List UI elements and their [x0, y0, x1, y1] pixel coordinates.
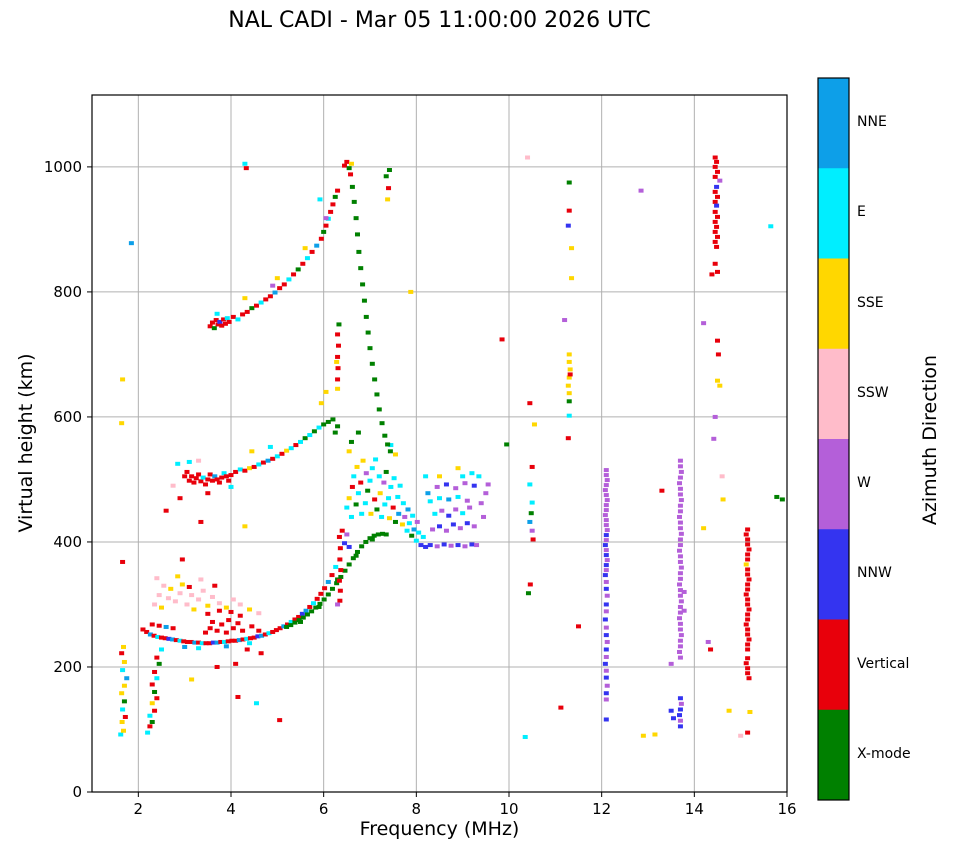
legend-label-nnw: NNW [857, 565, 892, 582]
legend-label-ssw: SSW [857, 384, 889, 401]
x-axis-label: Frequency (MHz) [359, 818, 520, 840]
colorbar [817, 77, 850, 801]
legend-label-x-mode: X-mode [857, 745, 911, 762]
colorbar-segment-nnw [818, 529, 849, 620]
x-tick-label: 2 [134, 800, 144, 818]
x-tick-label: 4 [226, 800, 236, 818]
colorbar-segment-ssw [818, 348, 849, 440]
y-tick-label: 200 [53, 658, 82, 676]
colorbar-segment-vertical [818, 619, 849, 711]
legend-label-w: W [857, 475, 871, 492]
x-tick-label: 8 [412, 800, 422, 818]
x-tick-label: 6 [319, 800, 329, 818]
y-tick-label: 1000 [44, 158, 82, 176]
colorbar-label: Azimuth Direction [919, 354, 941, 526]
y-tick-label: 0 [72, 783, 82, 801]
colorbar-segment-w [818, 439, 849, 530]
colorbar-segment-sse [818, 258, 849, 350]
y-tick-label: 400 [53, 533, 82, 551]
scatter-points [118, 155, 785, 739]
x-tick-label: 16 [777, 800, 796, 818]
y-tick-label: 800 [53, 283, 82, 301]
colorbar-segment-nne [818, 78, 849, 169]
plot-border [91, 94, 788, 793]
x-axis-ticks: 2 4 6 8 10 12 14 16 [134, 792, 797, 818]
y-tick-label: 600 [53, 408, 82, 426]
legend-label-e: E [857, 204, 866, 221]
legend-label-nne: NNE [857, 114, 887, 131]
legend-label-sse: SSE [857, 294, 884, 311]
chart-title: NAL CADI - Mar 05 11:00:00 2026 UTC [228, 8, 651, 33]
colorbar-segment-x-mode [818, 709, 849, 801]
x-tick-label: 10 [499, 800, 518, 818]
x-tick-label: 14 [685, 800, 704, 818]
y-axis-ticks: 0 200 400 600 800 1000 [44, 158, 92, 801]
legend-label-vertical: Vertical [857, 655, 910, 672]
gridlines [92, 95, 788, 793]
x-tick-label: 12 [592, 800, 611, 818]
colorbar-segment-e [818, 168, 849, 259]
